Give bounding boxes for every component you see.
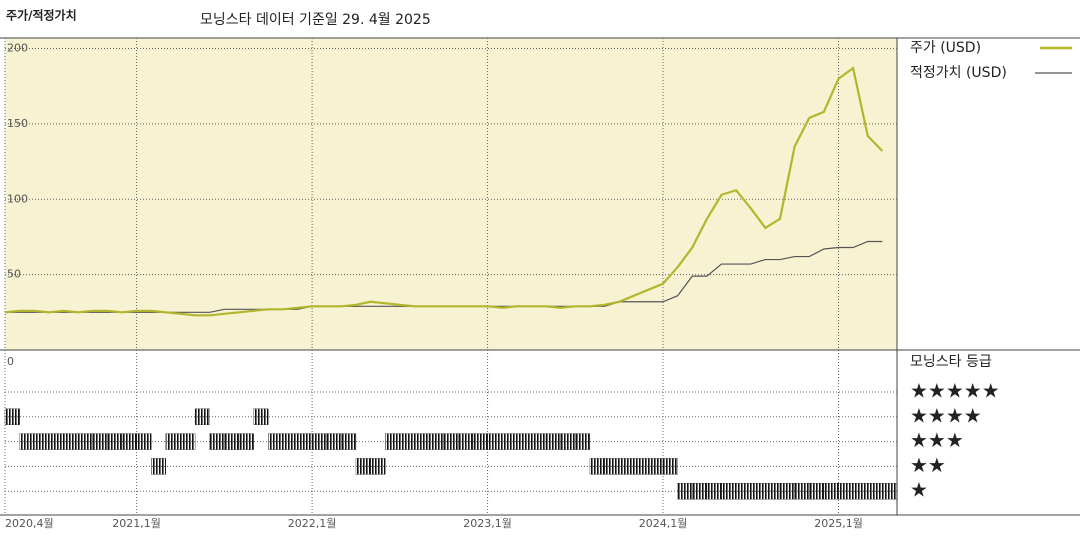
y-tick-label: 100: [7, 192, 28, 205]
rating-bar: [341, 433, 357, 450]
rating-bar: [502, 433, 517, 450]
x-tick-label: 2024,1월: [639, 517, 688, 530]
rating-bar: [560, 433, 576, 450]
rating-bar: [282, 433, 298, 450]
rating-bar: [194, 408, 210, 425]
rating-bar: [355, 458, 371, 475]
x-tick-label: 2021,1월: [112, 517, 161, 530]
rating-bar: [575, 433, 591, 450]
rating-bar: [77, 433, 93, 450]
rating-bar: [589, 458, 605, 475]
rating-bar: [531, 433, 547, 450]
rating-label: ★★★★: [910, 403, 982, 427]
rating-bar: [63, 433, 79, 450]
rating-label: ★★★: [910, 428, 964, 452]
rating-bar: [121, 433, 137, 450]
rating-bar: [311, 433, 327, 450]
chart-title: 주가/적정가치: [6, 8, 77, 23]
rating-bar: [326, 433, 342, 450]
rating-title: 모닝스타 등급: [910, 354, 992, 370]
rating-bar: [238, 433, 254, 450]
rating-bar: [545, 433, 561, 450]
rating-bar: [4, 408, 20, 425]
x-tick-label: 2020,4월: [5, 517, 54, 530]
rating-bar: [779, 483, 795, 500]
rating-bar: [867, 483, 883, 500]
rating-bar: [48, 433, 64, 450]
rating-bar: [414, 433, 430, 450]
legend-label: 적정가치 (USD): [910, 65, 1007, 81]
rating-bar: [19, 433, 35, 450]
rating-bar: [662, 458, 678, 475]
rating-bar: [692, 483, 708, 500]
x-tick-label: 2023,1월: [463, 517, 512, 530]
series-line: [4, 66, 884, 317]
plot-background: [5, 38, 897, 350]
legend-label: 주가 (USD): [910, 40, 981, 56]
rating-bar: [136, 433, 152, 450]
rating-bar: [706, 483, 722, 500]
rating-bar: [92, 433, 108, 450]
y-tick-label: 50: [7, 268, 21, 281]
rating-bar: [619, 458, 634, 475]
rating-bar: [370, 458, 386, 475]
rating-bar: [34, 433, 50, 450]
rating-bar: [823, 483, 839, 500]
chart-subtitle: 모닝스타 데이터 기준일 29. 4월 2025: [200, 12, 431, 28]
rating-bar: [838, 483, 854, 500]
rating-bar: [677, 483, 693, 500]
rating-bar: [765, 483, 781, 500]
x-tick-label: 2025,1월: [814, 517, 863, 530]
rating-bar: [750, 483, 766, 500]
rating-bar: [721, 483, 737, 500]
rating-bar: [882, 483, 898, 500]
rating-bar: [107, 433, 123, 450]
rating-bar: [487, 433, 503, 450]
rating-label: ★★: [910, 453, 946, 477]
rating-bar: [268, 433, 283, 450]
rating-bar: [735, 483, 751, 500]
rating-bar: [443, 433, 459, 450]
rating-bar: [399, 433, 415, 450]
rating-bar: [794, 483, 810, 500]
rating-bar: [633, 458, 649, 475]
rating-label: ★: [910, 478, 928, 502]
rating-bar: [852, 483, 868, 500]
y-tick-label: 150: [7, 117, 28, 130]
x-tick-label: 2022,1월: [288, 517, 337, 530]
rating-bar: [809, 483, 825, 500]
rating-bar: [151, 458, 167, 475]
rating-bar: [165, 433, 181, 450]
y-tick-label: 200: [7, 42, 28, 55]
y-tick-label: 0: [7, 355, 14, 368]
rating-bar: [458, 433, 474, 450]
rating-bar: [297, 433, 313, 450]
rating-bar: [253, 408, 269, 425]
rating-bar: [472, 433, 488, 450]
rating-bar: [604, 458, 620, 475]
rating-label: ★★★★★: [910, 379, 1000, 403]
rating-bar: [648, 458, 664, 475]
rating-bar: [224, 433, 240, 450]
rating-bar: [209, 433, 225, 450]
rating-bar: [516, 433, 532, 450]
rating-bar: [385, 433, 400, 450]
rating-bar: [180, 433, 196, 450]
rating-bar: [428, 433, 444, 450]
